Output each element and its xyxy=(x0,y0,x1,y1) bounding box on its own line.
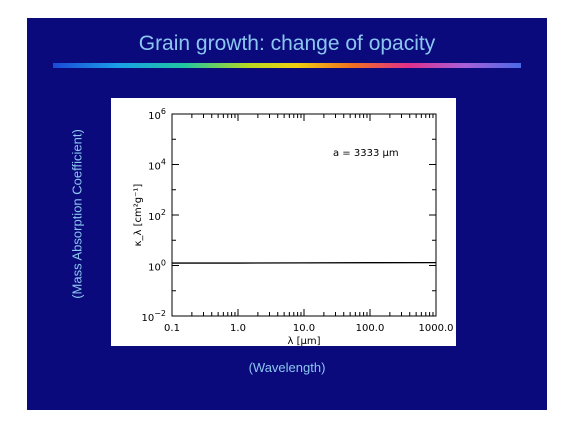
chart: 0.1 1.0 10.0 100.0 1000.0 10−2 100 102 104 106 λ [… xyxy=(133,107,454,346)
x-tick-label: 100.0 xyxy=(356,323,385,334)
rainbow-divider xyxy=(53,63,521,68)
chart-panel: 0.1 1.0 10.0 100.0 1000.0 10−2 100 102 104 106 λ [… xyxy=(111,98,456,346)
x-axis-title: λ [μm] xyxy=(287,336,320,346)
y-tick-label: 100 xyxy=(148,259,166,274)
size-annotation: a = 3333 μm xyxy=(333,148,399,159)
x-tick-label: 1000.0 xyxy=(419,323,454,334)
x-tick-label: 1.0 xyxy=(230,323,246,334)
y-tick-label: 106 xyxy=(148,107,166,122)
y-tick-label: 104 xyxy=(148,158,166,173)
slide-title: Grain growth: change of opacity xyxy=(138,32,436,55)
y-tick-label: 102 xyxy=(148,208,166,223)
y-tick-label: 10−2 xyxy=(141,309,166,324)
slide-background: Grain growth: change of opacity (Mass Ab… xyxy=(27,18,547,410)
plot-frame xyxy=(171,113,437,317)
y-axis-title: κ_λ [cm²g⁻¹] xyxy=(133,184,144,247)
x-axis-caption: (Wavelength) xyxy=(248,360,326,375)
x-tick-label: 10.0 xyxy=(293,323,315,334)
y-axis-caption-text: (Mass Absorption Coefficient) xyxy=(69,129,85,299)
x-tick-label: 0.1 xyxy=(164,323,180,334)
